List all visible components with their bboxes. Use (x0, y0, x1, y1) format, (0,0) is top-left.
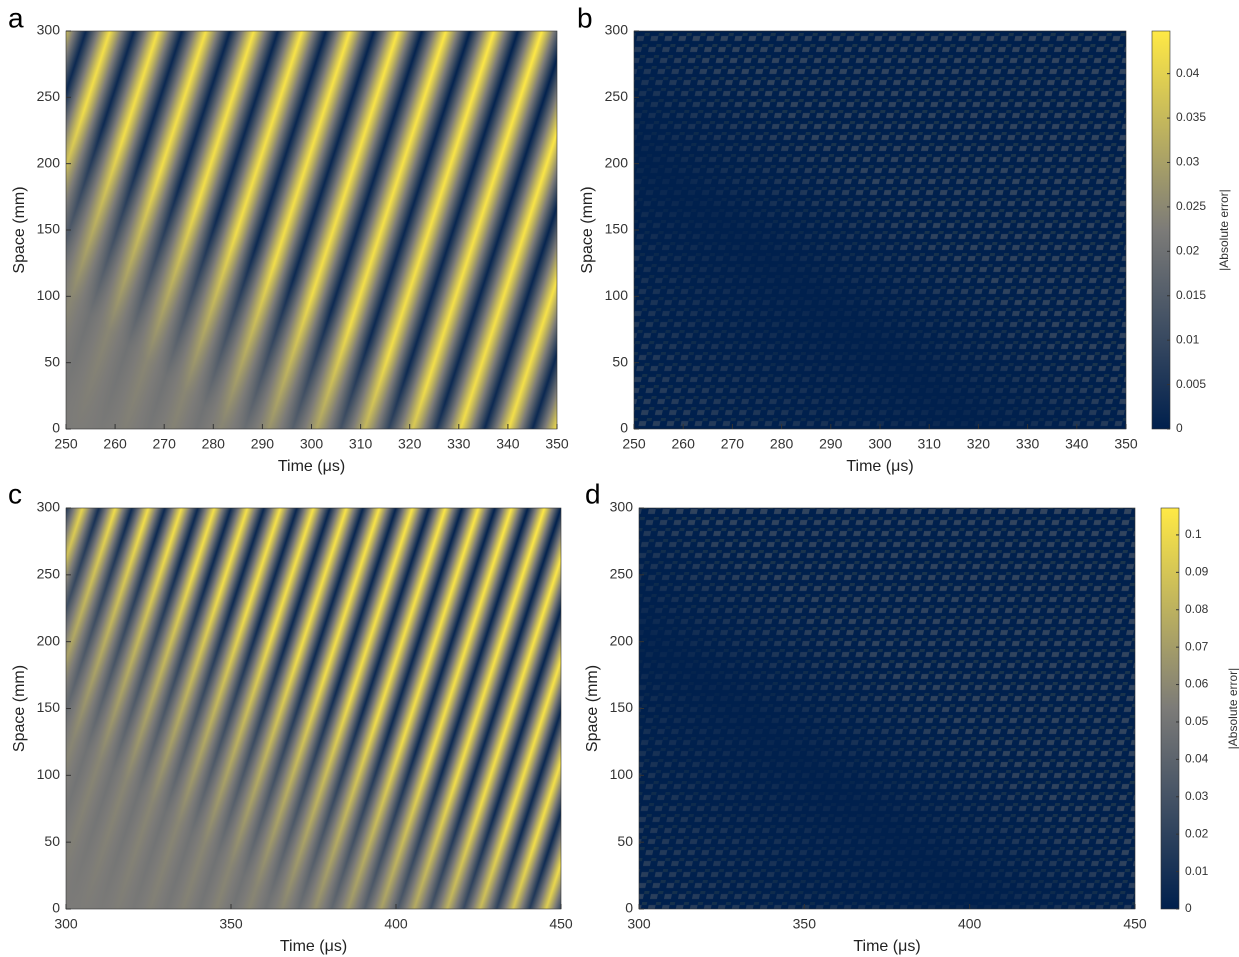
x-tick-label: 340 (496, 436, 520, 452)
y-tick-label: 100 (605, 287, 629, 303)
colorbar-tick-label: 0.01 (1176, 332, 1200, 346)
x-tick-label: 300 (868, 436, 892, 452)
y-tick-label: 300 (610, 499, 634, 515)
y-tick-label: 250 (37, 88, 61, 104)
x-tick-label: 260 (103, 436, 127, 452)
y-axis-label: Space (mm) (11, 665, 28, 752)
x-axis-label: Time (μs) (280, 938, 347, 955)
colorbar-tick-label: 0.08 (1185, 602, 1209, 616)
x-tick-label: 400 (384, 916, 408, 932)
colorbar-tick-label: 0.05 (1185, 714, 1209, 728)
colorbar-tick-label: 0.04 (1185, 752, 1209, 766)
y-tick-label: 100 (610, 766, 634, 782)
colorbar-tick-label: 0.04 (1176, 66, 1200, 80)
colorbar-tick-label: 0.07 (1185, 639, 1209, 653)
x-tick-label: 450 (549, 916, 573, 932)
y-tick-label: 200 (610, 632, 634, 648)
colorbar-tick-label: 0.005 (1176, 377, 1206, 391)
y-tick-label: 150 (610, 699, 634, 715)
x-tick-label: 320 (398, 436, 422, 452)
panel-label: b (577, 2, 593, 33)
colorbar-label: |Absolute error| (1217, 189, 1231, 271)
y-tick-label: 50 (44, 353, 60, 369)
heatmap-fade (639, 508, 1135, 909)
x-tick-label: 280 (202, 436, 226, 452)
heatmap-fade (634, 31, 1126, 429)
colorbar-tick-label: 0.01 (1185, 864, 1209, 878)
x-tick-label: 300 (54, 916, 78, 932)
y-tick-label: 200 (37, 632, 61, 648)
colorbar (1160, 507, 1180, 910)
y-tick-label: 250 (37, 566, 61, 582)
y-tick-label: 300 (37, 499, 61, 515)
x-tick-label: 350 (793, 916, 817, 932)
colorbar-tick-label: 0.015 (1176, 288, 1206, 302)
x-tick-label: 350 (545, 436, 569, 452)
y-tick-label: 150 (37, 699, 61, 715)
panel-label: d (585, 478, 601, 509)
y-tick-label: 300 (605, 22, 629, 38)
y-tick-label: 150 (605, 221, 629, 237)
panel-label: a (8, 2, 24, 33)
colorbar-tick-label: 0.1 (1185, 527, 1202, 541)
x-tick-label: 260 (672, 436, 696, 452)
colorbar-tick-label: 0.02 (1176, 243, 1200, 257)
x-axis-label: Time (μs) (853, 938, 920, 955)
colorbar-tick-label: 0 (1185, 901, 1192, 915)
x-tick-label: 270 (721, 436, 745, 452)
colorbar-tick-label: 0.03 (1176, 155, 1200, 169)
colorbar-tick-label: 0.06 (1185, 677, 1209, 691)
colorbar-tick-label: 0 (1176, 421, 1183, 435)
y-tick-label: 50 (44, 833, 60, 849)
heatmap-fade (66, 508, 561, 909)
x-tick-label: 290 (251, 436, 275, 452)
y-tick-label: 150 (37, 221, 61, 237)
x-tick-label: 340 (1065, 436, 1089, 452)
y-tick-label: 0 (625, 900, 633, 916)
y-tick-label: 250 (605, 88, 629, 104)
x-tick-label: 300 (627, 916, 651, 932)
colorbar (1151, 30, 1171, 430)
x-tick-label: 280 (770, 436, 794, 452)
heatmap-fade (66, 31, 557, 429)
x-tick-label: 290 (819, 436, 843, 452)
x-tick-label: 350 (1114, 436, 1138, 452)
x-tick-label: 270 (153, 436, 177, 452)
y-tick-label: 100 (37, 766, 61, 782)
x-tick-label: 330 (447, 436, 471, 452)
x-axis-label: Time (μs) (278, 458, 345, 475)
y-tick-label: 50 (617, 833, 633, 849)
x-tick-label: 400 (958, 916, 982, 932)
y-tick-label: 200 (605, 154, 629, 170)
x-tick-label: 310 (349, 436, 373, 452)
x-tick-label: 310 (918, 436, 942, 452)
colorbar-tick-label: 0.09 (1185, 565, 1209, 579)
x-tick-label: 250 (622, 436, 646, 452)
colorbar-tick-label: 0.03 (1185, 789, 1209, 803)
x-tick-label: 350 (219, 916, 243, 932)
x-axis-label: Time (μs) (846, 458, 913, 475)
y-tick-label: 300 (37, 22, 61, 38)
panel-label: c (8, 478, 22, 509)
y-tick-label: 250 (610, 566, 634, 582)
x-tick-label: 320 (967, 436, 991, 452)
colorbar-tick-label: 0.025 (1176, 199, 1206, 213)
x-tick-label: 450 (1123, 916, 1147, 932)
y-tick-label: 0 (620, 420, 628, 436)
x-tick-label: 330 (1016, 436, 1040, 452)
y-axis-label: Space (mm) (11, 186, 28, 273)
y-tick-label: 0 (52, 420, 60, 436)
y-tick-label: 0 (52, 900, 60, 916)
y-axis-label: Space (mm) (579, 186, 596, 273)
colorbar-tick-label: 0.02 (1185, 826, 1209, 840)
y-tick-label: 200 (37, 154, 61, 170)
y-axis-label: Space (mm) (584, 665, 601, 752)
colorbar-label: |Absolute error| (1226, 668, 1239, 750)
y-tick-label: 100 (37, 287, 61, 303)
x-tick-label: 250 (54, 436, 78, 452)
colorbar-tick-label: 0.035 (1176, 110, 1206, 124)
y-tick-label: 50 (612, 353, 628, 369)
x-tick-label: 300 (300, 436, 324, 452)
